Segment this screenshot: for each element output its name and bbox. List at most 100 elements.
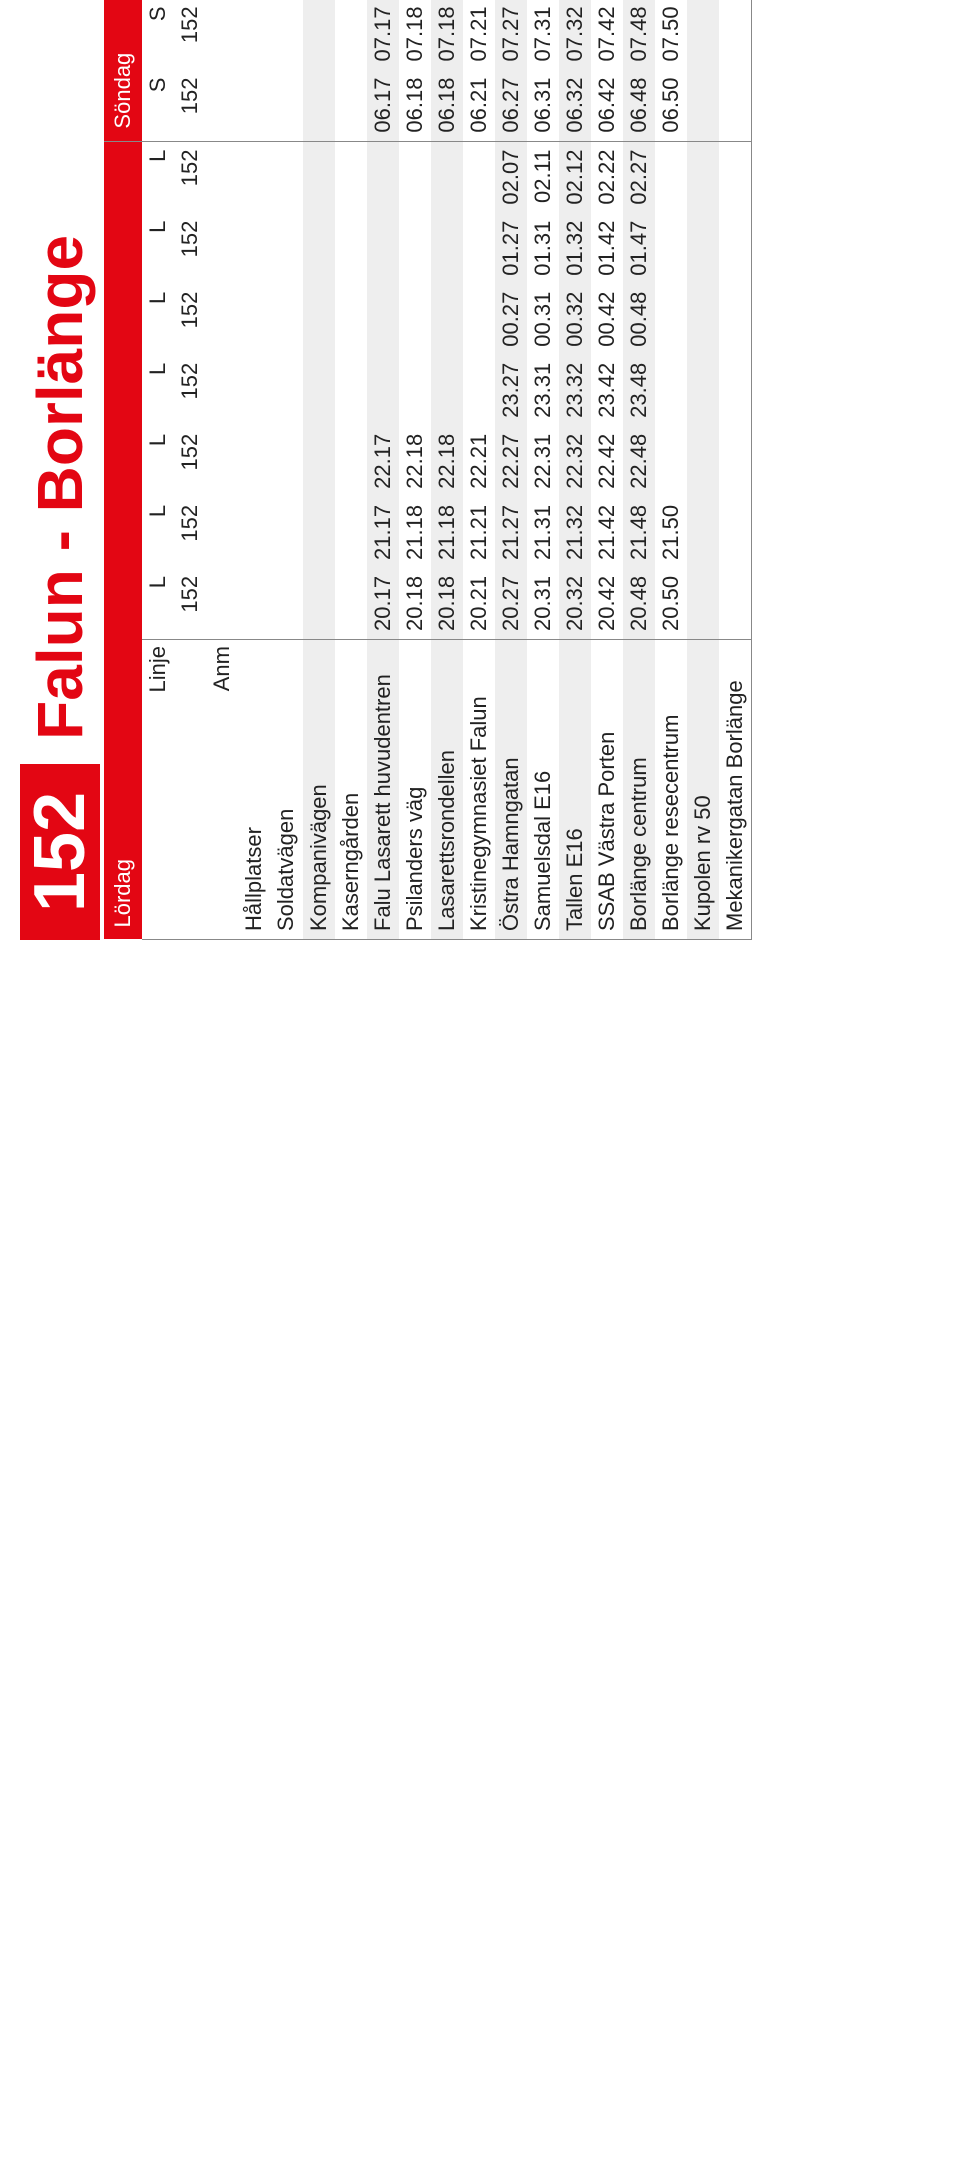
time-cell xyxy=(335,70,367,142)
time-cell xyxy=(687,213,719,284)
time-cell xyxy=(719,284,752,355)
time-cell: 20.27 xyxy=(495,568,527,640)
stop-name: Kaserngården xyxy=(335,640,367,940)
time-cell xyxy=(719,70,752,142)
header-spacer xyxy=(174,640,206,940)
time-cell: 06.48 xyxy=(623,70,655,142)
time-cell xyxy=(335,568,367,640)
col-day-code: S xyxy=(142,0,174,70)
time-cell xyxy=(655,141,687,213)
time-cell: 06.42 xyxy=(591,70,623,142)
time-cell: 23.32 xyxy=(559,355,591,426)
time-cell: 21.48 xyxy=(623,497,655,568)
time-cell xyxy=(431,213,463,284)
time-cell xyxy=(687,141,719,213)
time-cell xyxy=(303,355,335,426)
time-cell: 00.48 xyxy=(623,284,655,355)
time-cell xyxy=(335,355,367,426)
time-cell xyxy=(335,141,367,213)
time-cell xyxy=(687,0,719,70)
time-cell xyxy=(719,497,752,568)
time-cell xyxy=(687,70,719,142)
col-day-code: L xyxy=(142,284,174,355)
table-row: Kupolen rv 5008.5109.515118.51 xyxy=(687,0,719,940)
time-cell: 06.32 xyxy=(559,70,591,142)
time-cell xyxy=(270,426,303,497)
time-cell: 00.27 xyxy=(495,284,527,355)
time-cell xyxy=(303,497,335,568)
time-cell: 21.27 xyxy=(495,497,527,568)
time-cell: 20.21 xyxy=(463,568,495,640)
table-row: Östra Hamngatan20.2721.2722.2723.2700.27… xyxy=(495,0,527,940)
time-cell: 06.27 xyxy=(495,70,527,142)
time-cell: 20.18 xyxy=(399,568,431,640)
time-cell: 21.18 xyxy=(399,497,431,568)
time-cell xyxy=(399,213,431,284)
stop-name: Samuelsdal E16 xyxy=(527,640,559,940)
header-hallplatser: Hållplatser xyxy=(238,640,270,940)
col-line-number: 152 xyxy=(174,426,206,497)
header-anm-label: Anm xyxy=(206,640,238,940)
col-line-number: 152 xyxy=(174,0,206,70)
time-cell xyxy=(303,284,335,355)
stop-name: Tallen E16 xyxy=(559,640,591,940)
time-cell xyxy=(687,497,719,568)
col-day-code: L xyxy=(142,426,174,497)
table-row: Kaserngården09.161618.16 xyxy=(335,0,367,940)
col-line-number: 152 xyxy=(174,568,206,640)
route-title: Falun - Borlänge xyxy=(23,235,97,740)
day-label-lordag: Lördag xyxy=(104,141,142,939)
stop-name: Östra Hamngatan xyxy=(495,640,527,940)
time-cell: 07.18 xyxy=(431,0,463,70)
time-cell: 06.21 xyxy=(463,70,495,142)
time-cell xyxy=(335,0,367,70)
table-row: Lasarettsrondellen20.1821.1822.1806.1807… xyxy=(431,0,463,940)
time-cell: 01.27 xyxy=(495,213,527,284)
table-row: Mekanikergatan Borlänge08.5609.565618.56 xyxy=(719,0,752,940)
time-cell: 22.18 xyxy=(399,426,431,497)
time-cell: 02.11 xyxy=(527,141,559,213)
time-cell xyxy=(367,355,399,426)
time-cell xyxy=(270,213,303,284)
time-cell xyxy=(270,70,303,142)
time-cell xyxy=(303,70,335,142)
stop-name: Lasarettsrondellen xyxy=(431,640,463,940)
time-cell xyxy=(270,284,303,355)
time-cell xyxy=(303,426,335,497)
header: 152 Falun - Borlänge xyxy=(20,0,100,940)
time-cell xyxy=(270,141,303,213)
time-cell: 00.42 xyxy=(591,284,623,355)
col-line-number: 152 xyxy=(174,284,206,355)
time-cell: 23.31 xyxy=(527,355,559,426)
time-cell xyxy=(270,355,303,426)
stop-name: Borlänge resecentrum xyxy=(655,640,687,940)
time-cell: 22.32 xyxy=(559,426,591,497)
time-cell: 01.42 xyxy=(591,213,623,284)
time-cell: 20.42 xyxy=(591,568,623,640)
stop-name: Kristinegymnasiet Falun xyxy=(463,640,495,940)
time-cell: 20.17 xyxy=(367,568,399,640)
table-row: Psilanders väg20.1821.1822.1806.1807.180… xyxy=(399,0,431,940)
time-cell xyxy=(335,426,367,497)
time-cell xyxy=(303,568,335,640)
time-cell: 21.17 xyxy=(367,497,399,568)
time-cell xyxy=(687,568,719,640)
time-cell: 07.21 xyxy=(463,0,495,70)
time-cell: 01.31 xyxy=(527,213,559,284)
col-line-number: 152 xyxy=(174,213,206,284)
time-cell: 06.31 xyxy=(527,70,559,142)
time-cell: 21.42 xyxy=(591,497,623,568)
time-cell: 22.31 xyxy=(527,426,559,497)
time-cell xyxy=(367,213,399,284)
time-cell xyxy=(655,284,687,355)
col-day-code: S xyxy=(142,70,174,142)
table-row: Soldatvägen09.151518.15 xyxy=(270,0,303,940)
time-cell xyxy=(719,426,752,497)
table-row: Kristinegymnasiet Falun20.2121.2122.2106… xyxy=(463,0,495,940)
time-cell: 07.50 xyxy=(655,0,687,70)
col-day-code: L xyxy=(142,497,174,568)
stop-name: Mekanikergatan Borlänge xyxy=(719,640,752,940)
time-cell xyxy=(399,355,431,426)
time-cell xyxy=(655,213,687,284)
col-day-code: L xyxy=(142,141,174,213)
